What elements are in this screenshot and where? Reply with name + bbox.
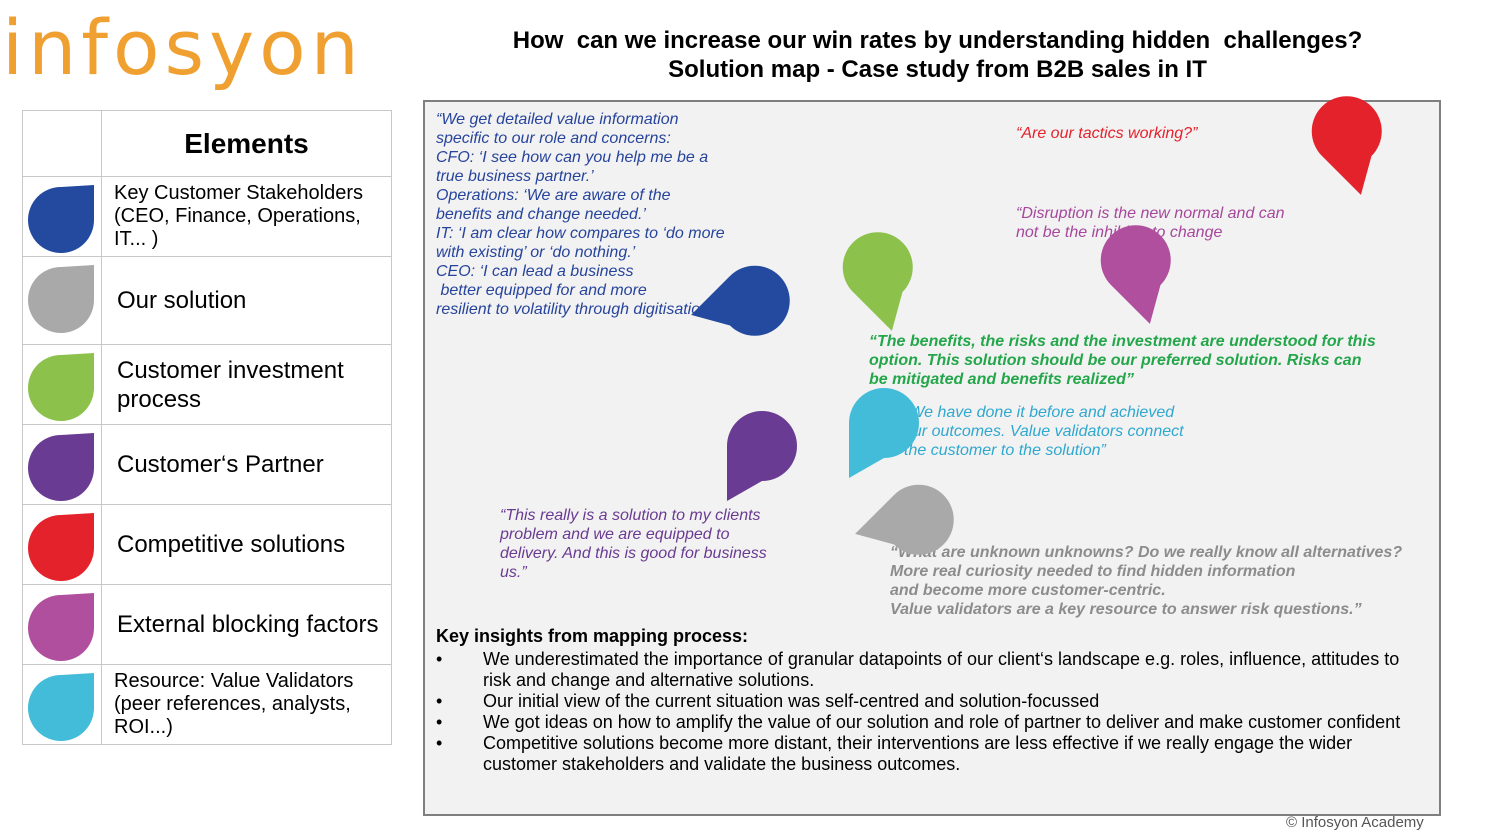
purple-drop-icon — [22, 424, 102, 505]
list-item: • Competitive solutions become more dista… — [436, 733, 1426, 775]
key-insights: Key insights from mapping process: • We u… — [436, 626, 1426, 775]
insight-text: We underestimated the importance of gran… — [483, 649, 1400, 690]
quote-line: “We have done it before and achieved — [904, 404, 1175, 421]
list-item: • Our initial view of the current situati… — [436, 691, 1426, 712]
insight-text: Competitive solutions become more distan… — [483, 733, 1353, 774]
legend-row: Customer‘s Partner — [22, 424, 392, 505]
quote-line: “Are our tactics working?” — [1016, 125, 1198, 142]
quote-line: delivery. And this is good for business — [500, 545, 767, 562]
bullet: • — [436, 691, 443, 711]
quote-line: Value validators are a key resource to a… — [890, 601, 1362, 618]
legend-label-partner: Customer‘s Partner — [101, 424, 392, 505]
quote-partner: “This really is a solution to my clients… — [500, 506, 767, 582]
legend-row: Our solution — [22, 256, 392, 345]
quote-validators: “We have done it before and achieved our … — [904, 403, 1184, 460]
quote-line: with existing’ or ‘do nothing.’ — [436, 244, 636, 261]
legend-row: External blocking factors — [22, 584, 392, 665]
insight-text: We got ideas on how to amplify the value… — [483, 712, 1401, 732]
infosyon-logo: infosyon — [2, 3, 364, 92]
quote-line: “The benefits, the risks and the investm… — [869, 333, 1376, 350]
bullet: • — [436, 649, 443, 669]
quote-line: true business partner.’ — [436, 168, 594, 185]
insights-heading: Key insights from mapping process: — [436, 626, 749, 646]
magenta-drop-icon — [22, 584, 102, 665]
legend-row: Key Customer Stakeholders (CEO, Finance,… — [22, 176, 392, 257]
red-drop-icon — [22, 504, 102, 585]
quote-line: benefits and change needed.’ — [436, 206, 646, 223]
title-line-2: Solution map - Case study from B2B sales… — [668, 56, 1207, 83]
list-item: • We got ideas on how to amplify the valu… — [436, 712, 1426, 733]
legend-header: Elements — [101, 110, 392, 177]
quote-blocking: “Disruption is the new normal and can not… — [1016, 204, 1285, 242]
insights-list: • We underestimated the importance of gra… — [436, 649, 1426, 775]
bullet: • — [436, 733, 443, 753]
quote-line: “This really is a solution to my clients — [500, 507, 761, 524]
quote-solution: “What are unknown unknowns? Do we really… — [890, 543, 1402, 619]
legend-row: Customer investment process — [22, 344, 392, 425]
quote-line: More real curiosity needed to find hidde… — [890, 563, 1296, 580]
legend-label-validators: Resource: Value Validators (peer referen… — [101, 664, 392, 745]
cyan-drop-icon — [22, 664, 102, 745]
quote-line: and become more customer-centric. — [890, 582, 1166, 599]
legend-label-competitive: Competitive solutions — [101, 504, 392, 585]
quote-line: “Disruption is the new normal and can — [1016, 205, 1285, 222]
page-title: How can we increase our win rates by und… — [470, 26, 1405, 84]
legend-label-blocking: External blocking factors — [101, 584, 392, 665]
quote-line: problem and we are equipped to — [500, 526, 730, 543]
quote-line: resilient to volatility through digitisa… — [436, 301, 710, 318]
quote-line: better equipped for and more — [436, 282, 647, 299]
legend-label-stakeholders: Key Customer Stakeholders (CEO, Finance,… — [101, 176, 392, 257]
quote-line: the customer to the solution” — [904, 442, 1106, 459]
gray-drop-icon — [22, 256, 102, 345]
insight-text: Our initial view of the current situatio… — [483, 691, 1100, 711]
legend-header-blank — [22, 110, 102, 177]
quote-line: specific to our role and concerns: — [436, 130, 671, 147]
quote-line: IT: ‘I am clear how compares to ‘do more — [436, 225, 725, 242]
copyright: © Infosyon Academy — [1286, 814, 1424, 831]
title-line-1: How can we increase our win rates by und… — [512, 27, 1363, 54]
quote-competitive: “Are our tactics working?” — [1016, 124, 1197, 143]
elements-legend-table: Elements Key Customer Stakeholders (CEO,… — [22, 110, 392, 745]
quote-line: our outcomes. Value validators connect — [904, 423, 1184, 440]
quote-line: not be the inhibitor to change — [1016, 224, 1223, 241]
legend-label-investment: Customer investment process — [101, 344, 392, 425]
quote-line: Operations: ‘We are aware of the — [436, 187, 671, 204]
quote-line: CFO: ‘I see how can you help me be a — [436, 149, 709, 166]
quote-line: CEO: ‘I can lead a business — [436, 263, 634, 280]
quote-line: option. This solution should be our pref… — [869, 352, 1362, 369]
green-drop-icon — [22, 344, 102, 425]
bullet: • — [436, 712, 443, 732]
quote-line: be mitigated and benefits realized” — [869, 371, 1134, 388]
solution-map-panel — [423, 100, 1441, 816]
quote-line: “What are unknown unknowns? Do we really… — [890, 544, 1403, 561]
quote-stakeholders: “We get detailed value information specif… — [436, 110, 725, 319]
quote-investment: “The benefits, the risks and the investm… — [869, 332, 1376, 389]
legend-label-solution: Our solution — [101, 256, 392, 345]
legend-row: Competitive solutions — [22, 504, 392, 585]
list-item: • We underestimated the importance of gra… — [436, 649, 1426, 691]
legend-row: Resource: Value Validators (peer referen… — [22, 664, 392, 745]
blue-drop-icon — [22, 176, 102, 257]
quote-line: “We get detailed value information — [436, 111, 679, 128]
quote-line: us.” — [500, 564, 527, 581]
